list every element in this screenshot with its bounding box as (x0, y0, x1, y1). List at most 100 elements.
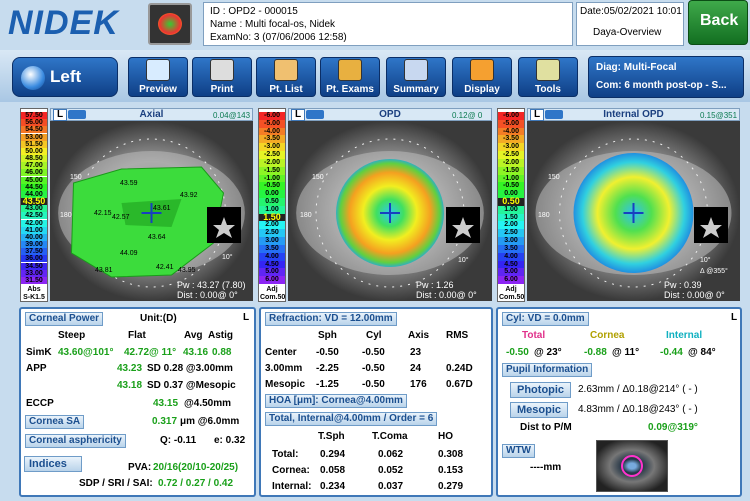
indices-button[interactable]: Indices (24, 456, 82, 472)
scale-label: -3.00 (498, 143, 524, 152)
cyl-axis: @ 11° (612, 347, 640, 358)
map-image (50, 121, 253, 301)
toolbar-button-label[interactable]: Summary (393, 84, 439, 95)
diagnosis-box (588, 56, 744, 98)
app-value: 43.18 (117, 380, 143, 391)
row-label: SimK (26, 347, 52, 358)
scale-footer: Abs (27, 286, 41, 293)
column-header: HO (438, 431, 453, 442)
toolbar-icon (470, 59, 494, 81)
eye-toggle-button[interactable] (12, 57, 118, 97)
map-value: 43.61 (153, 205, 171, 212)
map-eye: L (291, 109, 306, 121)
scale-label: 40.00 (21, 233, 47, 241)
scale-label: 5.00 (259, 268, 285, 277)
back-label[interactable]: Back (700, 12, 739, 29)
map-pw: Pw : 43.27 (7.80) (177, 280, 246, 290)
hoa-value: 0.308 (438, 449, 464, 460)
map-header (50, 108, 253, 121)
sdp-label: SDP / SRI / SAI: (79, 478, 153, 489)
map-value: 42.57 (112, 214, 130, 221)
scale-label: 36.00 (21, 255, 47, 263)
app-detail: SD 0.28 @3.00mm (147, 363, 233, 374)
toolbar-button-label[interactable]: Pt. List (269, 84, 303, 95)
cyl-column: Internal (666, 330, 703, 341)
scale-label: 48.50 (21, 155, 47, 163)
cyl-value: -0.88 (584, 347, 607, 358)
map-eye: L (530, 109, 545, 121)
map-tool-icon[interactable] (68, 110, 86, 119)
eye-label[interactable]: Left (50, 67, 82, 86)
map-value: 44.09 (120, 250, 138, 257)
refraction-value: -0.50 (362, 379, 385, 390)
map-dist: Dist : 0.00@ 0° (664, 290, 725, 300)
map-value: 180 (538, 212, 550, 219)
map-value: 150 (548, 174, 560, 181)
scale-label: -6.00 (259, 112, 285, 120)
scale-label: 44.00 (21, 190, 47, 198)
photopic-value: 2.63mm / Δ0.18@214° ( - ) (578, 384, 698, 395)
comment: Com: 6 month post-op - S... (596, 80, 727, 91)
scale-label: 5.00 (498, 268, 524, 277)
psf-star (700, 217, 722, 238)
app-value: 43.23 (117, 363, 143, 374)
scale-label: 3.00 (498, 237, 524, 245)
column-header: Cyl (366, 330, 382, 341)
row-label: Total: (272, 449, 299, 460)
column-header: Axis (408, 330, 430, 341)
eccp-value: 43.15 (153, 398, 179, 409)
hoa-value: 0.037 (378, 481, 404, 492)
scale-label: 33.00 (21, 269, 47, 277)
toolbar-button-label[interactable]: Display (464, 84, 500, 95)
column-header: T.Coma (372, 431, 408, 442)
scale-label: -1.50 (259, 166, 285, 175)
map-value: 10° (222, 254, 233, 261)
toolbar-icon (274, 59, 298, 81)
wtw-thumbnail (596, 440, 668, 492)
scale-label: 0.00 (259, 190, 285, 198)
unit: Unit:(D) (140, 313, 177, 324)
scale-footer: Com.50 (260, 294, 286, 301)
eccp-detail: @4.50mm (184, 398, 231, 409)
column-header: RMS (446, 330, 469, 341)
map-tool-icon[interactable] (306, 110, 324, 119)
scale-label: -0.50 (498, 182, 524, 191)
toolbar-icon (404, 59, 428, 81)
row-label: Cornea: (272, 465, 310, 476)
section-title: Refraction: VD = 12.00mm (265, 312, 397, 326)
column-header: Astig (208, 330, 233, 341)
toolbar-button-label[interactable]: Print (210, 84, 234, 95)
scale-label: 43.50 (21, 196, 47, 206)
refraction-value: -0.50 (362, 347, 385, 358)
hoa-value: 0.062 (378, 449, 404, 460)
scale-label: -3.50 (498, 135, 524, 144)
map-peak: 0.04@143 (213, 111, 251, 120)
photopic-button[interactable]: Photopic (510, 382, 572, 398)
map-tool-icon[interactable] (545, 110, 563, 119)
scale-label: 0.50 (259, 198, 285, 206)
scale-label: 46.00 (21, 169, 47, 177)
scale-label: -5.00 (498, 119, 524, 128)
toolbar-button-label[interactable]: Tools (535, 84, 561, 95)
column-header: Sph (318, 330, 337, 341)
scale-label: 4.00 (498, 252, 524, 261)
toolbar-button-label[interactable]: Preview (139, 84, 177, 95)
map-pw: Pw : 1.26 (416, 280, 454, 290)
scale-label: 3.50 (259, 244, 285, 253)
scale-label: 43.00 (21, 205, 47, 213)
toolbar-icon (210, 59, 234, 81)
section-title: WTW (502, 444, 535, 458)
refraction-value: 23 (410, 347, 422, 358)
row-label: APP (26, 363, 47, 374)
toolbar-button-label[interactable]: Pt. Exams (326, 84, 374, 95)
scale-label: 54.50 (21, 126, 47, 134)
mesopic-button[interactable]: Mesopic (510, 402, 569, 418)
hoa-value: 0.294 (320, 449, 346, 460)
cyl-column: Total (522, 330, 546, 341)
section-title: HOA [μm]: Cornea@4.00mm (265, 394, 407, 408)
back-button[interactable] (688, 0, 748, 45)
scale-label: -1.50 (498, 166, 524, 175)
map-value: 43.64 (148, 234, 166, 241)
section-title: Corneal asphericity (25, 434, 126, 448)
